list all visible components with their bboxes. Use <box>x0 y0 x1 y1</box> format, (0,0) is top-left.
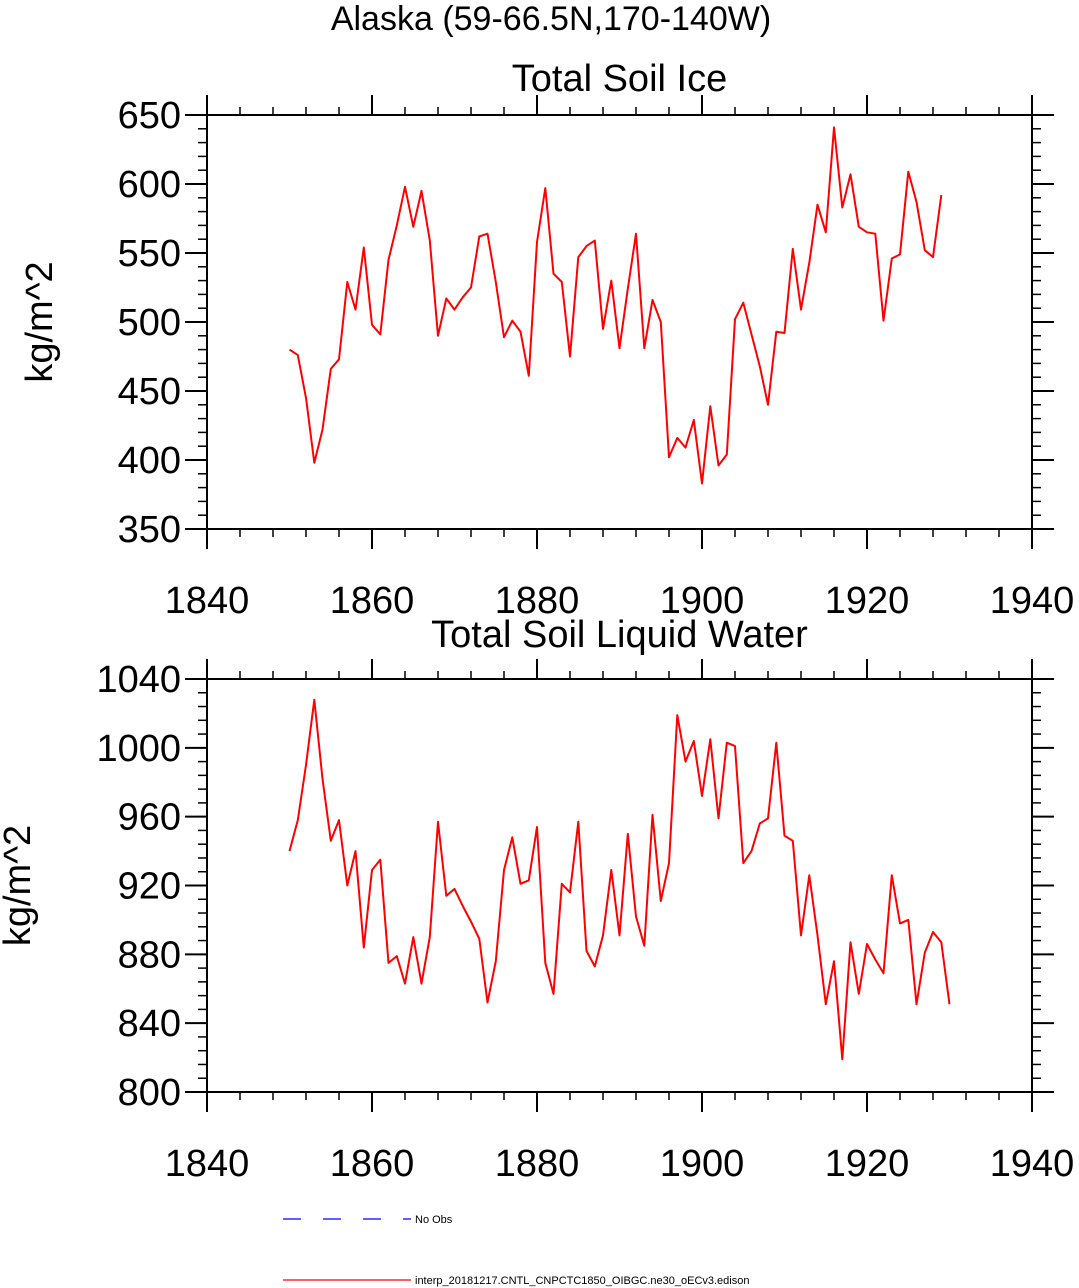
y-tick-label: 1000 <box>96 728 181 770</box>
x-tick-label: 1900 <box>660 580 745 622</box>
y-tick-label: 840 <box>118 1003 181 1045</box>
x-tick-label: 1840 <box>165 580 250 622</box>
y-tick-label: 550 <box>118 233 181 275</box>
y-tick-label: 960 <box>118 797 181 839</box>
legend-label: interp_20181217.CNTL_CNPCTC1850_OIBGC.ne… <box>415 1275 749 1287</box>
x-tick-label: 1940 <box>990 1143 1075 1185</box>
x-tick-label: 1860 <box>330 1143 415 1185</box>
x-tick-label: 1920 <box>825 1143 910 1185</box>
y-tick-label: 500 <box>118 302 181 344</box>
x-tick-label: 1880 <box>495 1143 580 1185</box>
chart-title: Total Soil Liquid Water <box>431 614 808 656</box>
y-tick-label: 600 <box>118 164 181 206</box>
y-tick-label: 350 <box>118 509 181 551</box>
y-tick-label: 650 <box>118 95 181 137</box>
y-axis-label: kg/m^2 <box>19 261 61 382</box>
legend: No Obs interp_20181217.CNTL_CNPCTC1850_OI… <box>283 1214 749 1287</box>
panel-total-soil-liquid-water: Total Soil Liquid Water kg/m^2 1840 1860 188… <box>0 614 1074 1185</box>
y-tick-label: 400 <box>118 440 181 482</box>
y-tick-label: 1040 <box>96 659 181 701</box>
y-axis-label: kg/m^2 <box>0 825 39 946</box>
figure-title: Alaska (59-66.5N,170-140W) <box>331 0 771 38</box>
legend-label: No Obs <box>415 1214 453 1226</box>
y-tick-label: 450 <box>118 371 181 413</box>
panel-total-soil-ice: Total Soil Ice kg/m^2 1840 1860 1880 1900 1920… <box>19 58 1074 622</box>
x-tick-label: 1900 <box>660 1143 745 1185</box>
x-tick-label: 1940 <box>990 580 1075 622</box>
series-line <box>288 126 943 485</box>
y-tick-label: 800 <box>118 1072 181 1114</box>
x-tick-label: 1880 <box>495 580 580 622</box>
y-tick-label: 920 <box>118 866 181 908</box>
series-line <box>288 698 951 1061</box>
x-tick-label: 1840 <box>165 1143 250 1185</box>
chart-title: Total Soil Ice <box>512 58 727 100</box>
x-tick-label: 1920 <box>825 580 910 622</box>
plot-frame <box>206 678 1033 1093</box>
y-tick-label: 880 <box>118 934 181 976</box>
x-tick-label: 1860 <box>330 580 415 622</box>
